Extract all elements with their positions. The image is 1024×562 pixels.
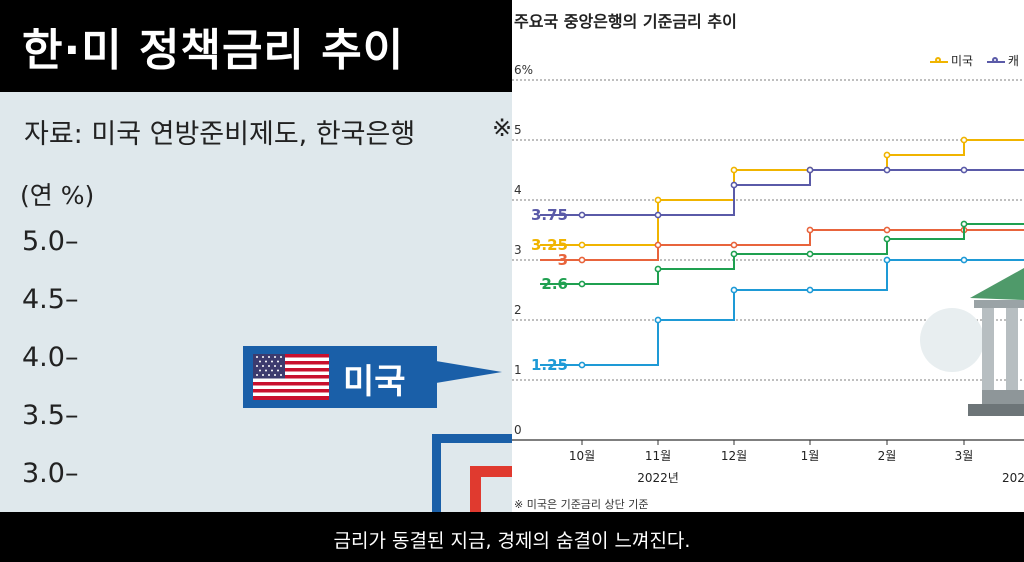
legend-swatch: [986, 56, 1005, 63]
data-point: [883, 166, 891, 174]
data-point: [883, 235, 891, 243]
data-point: [806, 166, 814, 174]
flag-label: 미국: [343, 362, 406, 402]
year-label: 2023년: [1002, 471, 1024, 485]
data-point: [730, 181, 738, 189]
y-tick-label: 6%: [514, 63, 533, 77]
data-point: [960, 166, 968, 174]
us-flag-icon: [253, 354, 329, 400]
left-source: 자료: 미국 연방준비제도, 한국은행: [24, 119, 416, 150]
y-tick-label: 0: [514, 423, 522, 437]
left-unit: (연 %): [20, 181, 95, 210]
data-point: [654, 265, 662, 273]
data-point: [806, 250, 814, 258]
data-point: [883, 256, 891, 264]
series-line: [540, 223, 1024, 285]
chart-legend: 미국 캐: [930, 52, 1024, 69]
series-start-label: 3.25: [531, 236, 568, 254]
caption-text: 금리가 동결된 지금, 경제의 숨결이 느껴진다.: [333, 530, 691, 552]
data-point: [960, 256, 968, 264]
left-ytick-label: 3.5–: [22, 400, 79, 431]
left-title: 한·미 정책금리 추이: [22, 25, 405, 76]
data-point: [654, 241, 662, 249]
data-point: [960, 136, 968, 144]
series-start-label: 2.6: [541, 275, 568, 293]
data-point: [654, 211, 662, 219]
data-point: [730, 250, 738, 258]
series-line: [540, 169, 1024, 216]
decorative-frame-blue: [432, 434, 512, 512]
data-point: [883, 151, 891, 159]
data-point: [578, 280, 586, 288]
caption-bar: 금리가 동결된 지금, 경제의 숨결이 느껴진다.: [0, 512, 1024, 562]
year-label: 2022년: [637, 471, 679, 485]
left-ytick-label: 5.0–: [22, 226, 79, 257]
left-ytick-label: 4.5–: [22, 284, 79, 315]
y-tick-label: 4: [514, 183, 522, 197]
x-tick-label: 12월: [721, 449, 747, 463]
data-point: [883, 226, 891, 234]
x-tick-label: 2월: [878, 449, 897, 463]
series-line: [540, 139, 1024, 246]
callout-pointer: [436, 361, 502, 383]
data-point: [730, 241, 738, 249]
data-point: [578, 256, 586, 264]
y-tick-label: 3: [514, 243, 522, 257]
legend-swatch: [930, 56, 948, 63]
legend-item: 캐: [986, 52, 1019, 69]
y-tick-label: 1: [514, 363, 522, 377]
data-point: [578, 241, 586, 249]
data-point: [578, 211, 586, 219]
y-tick-label: 5: [514, 123, 522, 137]
decorative-frame-red: [470, 466, 512, 512]
x-tick-label: 10월: [569, 449, 595, 463]
data-point: [806, 226, 814, 234]
left-header: 한·미 정책금리 추이: [0, 0, 512, 92]
data-point: [654, 196, 662, 204]
legend-item: 미국: [930, 52, 973, 69]
chart-title: 주요국 중앙은행의 기준금리 추이: [514, 12, 737, 31]
x-tick-label: 1월: [801, 449, 820, 463]
data-point: [730, 166, 738, 174]
y-tick-label: 2: [514, 303, 522, 317]
data-point: [730, 286, 738, 294]
data-point: [806, 286, 814, 294]
us-flag-callout: 미국: [243, 346, 437, 408]
left-note-mark: ※: [492, 114, 512, 142]
series-line: [540, 229, 1024, 261]
x-tick-label: 11월: [645, 449, 671, 463]
left-ytick-label: 3.0–: [22, 458, 79, 489]
series-start-label: 3.75: [531, 206, 568, 224]
data-point: [654, 316, 662, 324]
chart-plot: 0 1 2 3 4 5 6% 10월 11월 12월 1월 2월 3월 2022년 2023년 3.25 3.…: [512, 63, 1024, 485]
x-tick-label: 3월: [955, 449, 974, 463]
right-panel: 주요국 중앙은행의 기준금리 추이 미국 캐 0 1 2 3 4 5 6% 10월 11월 12월…: [512, 0, 1024, 512]
chart-footnote: ※ 미국은 기준금리 상단 기준: [514, 498, 649, 511]
left-ytick-label: 4.0–: [22, 342, 79, 373]
data-point: [578, 361, 586, 369]
left-panel: 한·미 정책금리 추이 자료: 미국 연방준비제도, 한국은행 ※ (연 %) …: [0, 0, 512, 512]
series-start-label: 3: [558, 251, 568, 269]
series-start-label: 1.25: [531, 356, 568, 374]
data-point: [960, 220, 968, 228]
central-bank-building-icon: [920, 268, 1024, 416]
